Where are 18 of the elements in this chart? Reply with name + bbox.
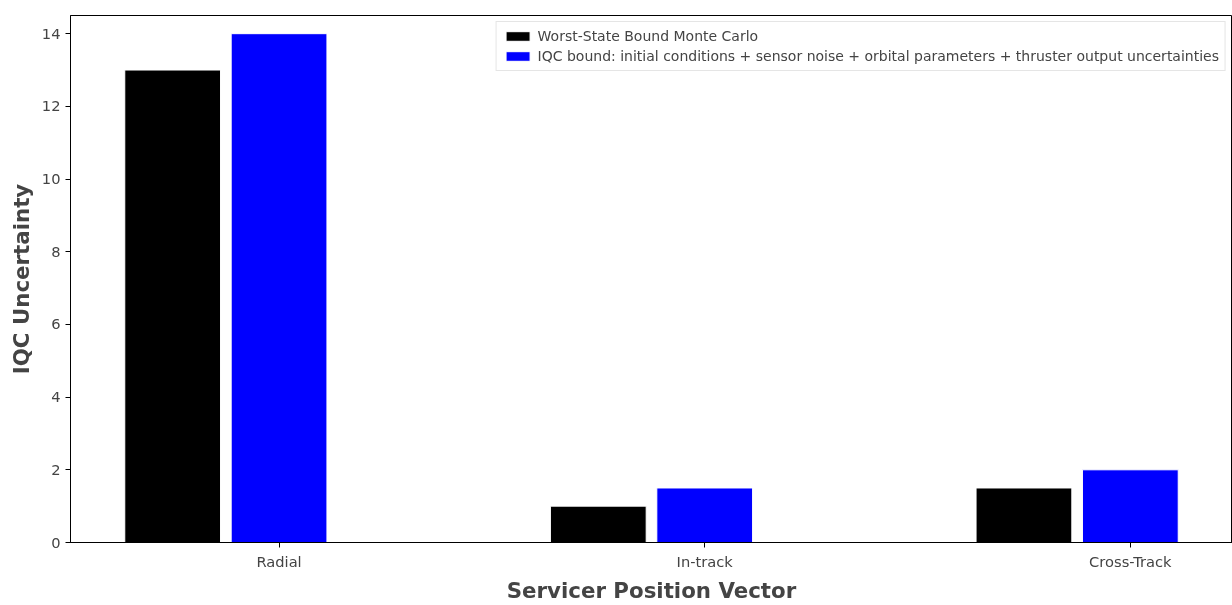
y-tick-label: 8 <box>51 242 61 260</box>
bar <box>230 33 328 543</box>
y-tick-label: 2 <box>51 460 61 478</box>
x-tick-label: In-track <box>676 552 734 570</box>
bar <box>1081 469 1179 543</box>
legend-label: Worst-State Bound Monte Carlo <box>537 28 759 44</box>
y-tick-label: 6 <box>51 315 61 333</box>
y-axis-title: IQC Uncertainty <box>8 183 34 375</box>
y-tick-label: 10 <box>41 170 61 188</box>
x-tick-label: Radial <box>256 552 302 570</box>
x-axis-title: Servicer Position Vector <box>506 577 797 603</box>
x-tick-label: Cross-Track <box>1089 552 1173 570</box>
legend-label: IQC bound: initial conditions + sensor noise + orbital parameters + thruster output uncertainties <box>537 48 1219 64</box>
y-tick-label: 14 <box>41 24 61 42</box>
bar <box>656 487 754 543</box>
y-tick-label: 12 <box>41 97 61 115</box>
y-tick-label: 0 <box>51 533 61 551</box>
y-tick-label: 4 <box>51 388 61 406</box>
